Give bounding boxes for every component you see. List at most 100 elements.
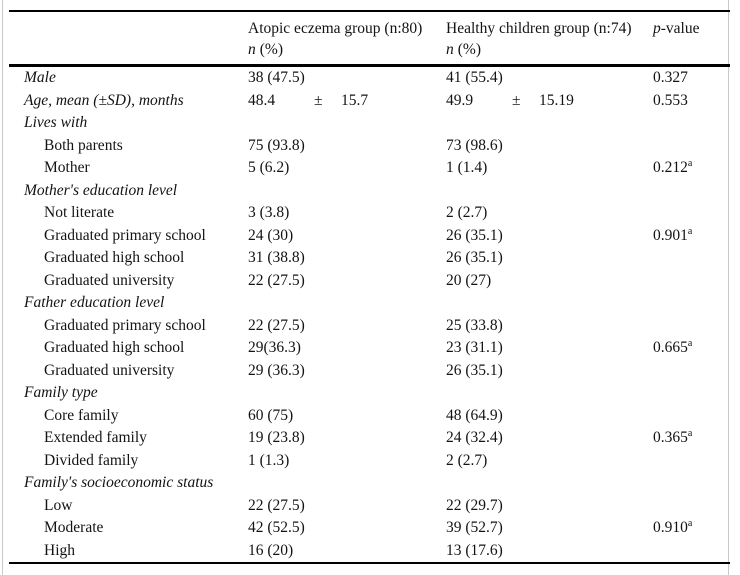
category-label-cell: Age, mean (±SD), months (9, 90, 248, 113)
cell-value: 38 (47.5) (248, 69, 305, 86)
eczema-group-title: Atopic eczema group (n:80) (248, 20, 423, 37)
row-label-cell: Graduated high school (9, 337, 248, 360)
table-row: Moderate 42 (52.5) 39 (52.7) 0.910a (9, 517, 730, 540)
eczema-value-cell: 31 (38.8) (248, 247, 446, 270)
cell-value: 2 (2.7) (446, 451, 488, 469)
p-value-cell: 0.327 (653, 66, 730, 90)
row-label-cell: Low (9, 495, 248, 518)
eczema-value-cell (248, 292, 446, 315)
row-label-cell: Both parents (9, 135, 248, 158)
footnote-marker: a (687, 337, 693, 349)
table-row: Graduated high school 31 (38.8) 26 (35.1) (9, 247, 730, 270)
healthy-value-cell: 1 (1.4) (446, 157, 653, 180)
row-label-cell: High (9, 539, 248, 564)
table-row: Both parents 75 (93.8) 73 (98.6) (9, 135, 730, 158)
cell-value: 60 (75) (248, 406, 294, 424)
footnote-marker: a (687, 157, 693, 169)
p-value-cell (653, 247, 730, 270)
row-label: Low (44, 496, 73, 514)
healthy-value-cell: 49.9 ±15.19 (446, 90, 653, 113)
p-value-cell (653, 112, 730, 135)
eczema-value-cell: 29 (36.3) (248, 360, 446, 383)
cell-value: 25 (33.8) (446, 316, 503, 334)
table-header: Atopic eczema group (n:80) n (%) Healthy … (9, 10, 730, 67)
p-value-cell (653, 450, 730, 473)
row-label: Graduated primary school (44, 316, 206, 334)
row-label-cell: Moderate (9, 517, 248, 540)
percent-label: (%) (457, 41, 481, 58)
footnote-marker: a (687, 427, 693, 439)
cell-value: 1 (1.4) (446, 159, 488, 176)
row-label: Graduated primary school (44, 226, 206, 244)
row-label-cell: Graduated high school (9, 247, 248, 270)
p-value-cell (653, 180, 730, 203)
p-value-cell (653, 472, 730, 495)
p-value-cell: 0.665a (653, 337, 730, 360)
row-label: High (44, 541, 75, 559)
row-label: Core family (44, 406, 119, 424)
eczema-value-cell: 1 (1.3) (248, 450, 446, 473)
eczema-value-cell: 60 (75) (248, 405, 446, 428)
row-label: Graduated high school (44, 339, 185, 356)
cell-value: 13 (17.6) (446, 541, 503, 559)
table-row: Graduated university 29 (36.3) 26 (35.1) (9, 360, 730, 383)
category-label-cell: Father education level (9, 292, 248, 315)
eczema-value-cell: 22 (27.5) (248, 495, 446, 518)
cell-value: 48 (64.9) (446, 406, 503, 424)
p-value: 0.212 (653, 159, 688, 176)
p-value-cell (653, 405, 730, 428)
cell-value: 22 (29.7) (446, 496, 503, 514)
cell-value: 24 (32.4) (446, 429, 503, 446)
eczema-value-cell: 42 (52.5) (248, 517, 446, 540)
eczema-value-cell: 24 (30) (248, 225, 446, 248)
row-label: Family's socioeconomic status (24, 474, 214, 491)
table-row: Mother 5 (6.2) 1 (1.4) 0.212a (9, 157, 730, 180)
header-pvalue-cell: p-value (653, 10, 730, 67)
cell-value: 1 (1.3) (248, 451, 290, 469)
table-row: Age, mean (±SD), months 48.4 ±15.7 49.9 ±15.… (9, 90, 730, 113)
row-label-cell: Graduated primary school (9, 225, 248, 248)
healthy-value-cell: 41 (55.4) (446, 66, 653, 90)
row-label-cell: Core family (9, 405, 248, 428)
healthy-value-cell: 25 (33.8) (446, 315, 653, 338)
p-value-cell (653, 539, 730, 564)
category-label-cell: Male (9, 66, 248, 90)
table-row: Graduated high school 29(36.3) 23 (31.1) 0.… (9, 337, 730, 360)
table-row: Male 38 (47.5) 41 (55.4) 0.327 (9, 66, 730, 90)
p-value-cell (653, 202, 730, 225)
eczema-value-cell: 19 (23.8) (248, 427, 446, 450)
p-value-cell (653, 292, 730, 315)
cell-value: 23 (31.1) (446, 339, 503, 356)
row-label: Not literate (44, 204, 115, 221)
table-row: Family type (9, 382, 730, 405)
row-label: Graduated university (44, 271, 175, 289)
healthy-value-cell (446, 472, 653, 495)
row-label: Family type (24, 384, 98, 401)
healthy-value-cell (446, 292, 653, 315)
cell-value: 73 (98.6) (446, 136, 503, 154)
p-value-cell (653, 382, 730, 405)
cell-value: 29(36.3) (248, 339, 301, 356)
category-label-cell: Family's socioeconomic status (9, 472, 248, 495)
healthy-value-cell: 26 (35.1) (446, 225, 653, 248)
row-label-cell: Graduated university (9, 360, 248, 383)
row-label: Extended family (44, 429, 147, 446)
row-label: Father education level (24, 294, 165, 311)
header-row: Atopic eczema group (n:80) n (%) Healthy … (9, 10, 730, 67)
healthy-value-cell (446, 180, 653, 203)
cell-value: 22 (27.5) (248, 271, 305, 289)
eczema-value-cell: 5 (6.2) (248, 157, 446, 180)
p-value-cell (653, 315, 730, 338)
header-eczema-group-cell: Atopic eczema group (n:80) n (%) (248, 10, 446, 67)
row-label: Divided family (44, 451, 139, 469)
p-value-cell: 0.365a (653, 427, 730, 450)
table-row: Extended family 19 (23.8) 24 (32.4) 0.365a (9, 427, 730, 450)
row-label-cell: Graduated university (9, 270, 248, 293)
p-value-cell: 0.553 (653, 90, 730, 113)
p-symbol: p (653, 20, 661, 37)
eczema-value-cell (248, 180, 446, 203)
eczema-value-cell (248, 112, 446, 135)
table-row: Core family 60 (75) 48 (64.9) (9, 405, 730, 428)
header-empty-cell (9, 10, 248, 67)
